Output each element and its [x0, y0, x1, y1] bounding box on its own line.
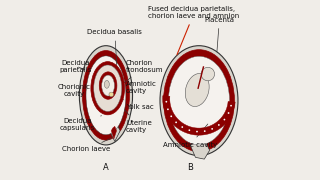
Ellipse shape: [99, 72, 117, 99]
Text: Decidua basalis: Decidua basalis: [87, 29, 142, 75]
Circle shape: [188, 129, 190, 131]
Text: Placenta: Placenta: [204, 17, 234, 52]
Polygon shape: [190, 143, 210, 159]
Ellipse shape: [83, 51, 129, 140]
Circle shape: [224, 119, 225, 120]
Circle shape: [167, 108, 169, 110]
Ellipse shape: [104, 80, 109, 88]
Ellipse shape: [91, 62, 124, 115]
Circle shape: [211, 128, 213, 130]
Text: Chorion
frondosum: Chorion frondosum: [121, 60, 164, 86]
Polygon shape: [163, 96, 235, 135]
Ellipse shape: [86, 56, 126, 135]
Text: Chorion laeve: Chorion laeve: [62, 138, 111, 152]
Circle shape: [204, 130, 206, 132]
Text: Chorionic
cavity: Chorionic cavity: [58, 84, 95, 96]
Text: Amniotic cavity: Amniotic cavity: [163, 124, 217, 148]
Ellipse shape: [160, 46, 238, 156]
Circle shape: [175, 122, 177, 123]
Ellipse shape: [168, 56, 229, 145]
Text: Uterine
cavity: Uterine cavity: [124, 110, 152, 133]
Text: Decidua
parietalis: Decidua parietalis: [60, 60, 92, 73]
Text: Decidua
capsularis: Decidua capsularis: [60, 116, 101, 131]
Text: A: A: [103, 163, 109, 172]
Circle shape: [196, 131, 198, 132]
Ellipse shape: [185, 73, 209, 107]
Ellipse shape: [94, 65, 122, 111]
Circle shape: [228, 112, 229, 114]
Ellipse shape: [164, 50, 235, 152]
Text: Amniotic
cavity: Amniotic cavity: [117, 81, 157, 94]
Polygon shape: [109, 124, 120, 141]
Circle shape: [170, 115, 172, 117]
Polygon shape: [111, 126, 116, 139]
Circle shape: [218, 124, 220, 126]
Ellipse shape: [79, 46, 132, 145]
Circle shape: [230, 105, 232, 107]
Circle shape: [109, 92, 114, 97]
Circle shape: [201, 67, 215, 81]
Text: Yolk sac: Yolk sac: [114, 96, 154, 110]
Circle shape: [181, 126, 183, 128]
Text: B: B: [187, 163, 193, 172]
Ellipse shape: [102, 75, 115, 96]
Circle shape: [165, 101, 167, 103]
Text: Fused decidua parietalis,
chorion laeve and amnion: Fused decidua parietalis, chorion laeve …: [148, 6, 240, 55]
